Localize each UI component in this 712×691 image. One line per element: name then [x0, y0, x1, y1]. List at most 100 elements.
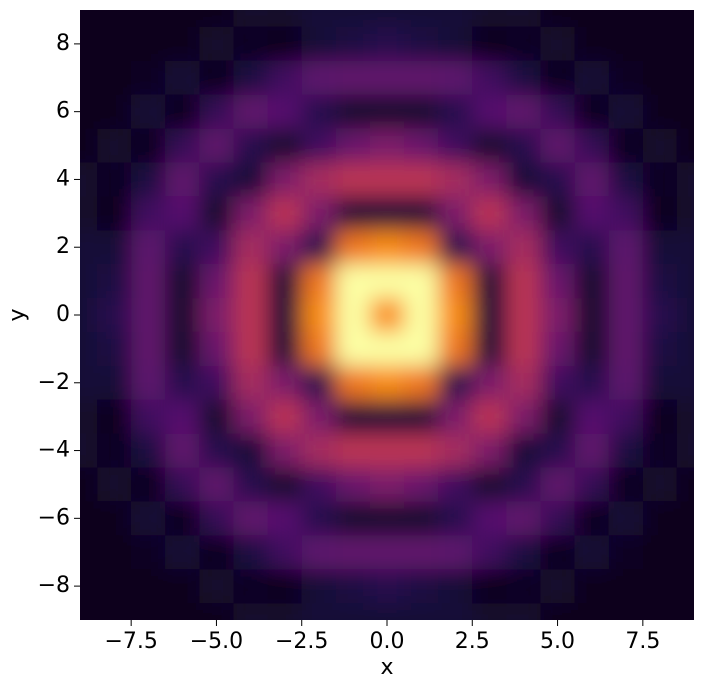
heat-cell: [301, 60, 337, 96]
x-tick-label: 2.5: [455, 629, 490, 654]
heat-cell: [438, 569, 473, 604]
heat-cell: [642, 365, 678, 401]
heat-cell: [97, 501, 132, 536]
heat-cell: [165, 331, 200, 367]
heat-cell: [233, 331, 269, 367]
heat-cell: [165, 94, 200, 130]
heat-cell: [335, 162, 371, 197]
heat-cell: [80, 399, 98, 435]
x-tick-label: −7.5: [104, 629, 157, 654]
heat-cell: [301, 298, 337, 333]
heat-cell: [608, 162, 644, 197]
heat-cell: [608, 230, 644, 265]
x-tick-label: 0.0: [370, 629, 405, 654]
heat-cell: [506, 10, 541, 28]
heat-cell: [131, 94, 166, 130]
heat-cell: [438, 94, 473, 130]
heat-cell: [369, 365, 405, 401]
heat-cell: [301, 535, 337, 570]
heat-cell: [199, 467, 234, 502]
heat-cell: [267, 399, 303, 435]
heat-cell: [335, 569, 371, 604]
heat-cell: [540, 10, 576, 28]
heatmap-clip: [80, 10, 694, 620]
heat-cell: [438, 603, 473, 620]
heat-cell: [233, 26, 269, 62]
heat-cell: [642, 196, 678, 231]
heat-cell: [404, 264, 439, 299]
heat-cell: [131, 433, 166, 468]
heat-cell: [608, 603, 644, 620]
heat-cell: [438, 433, 473, 468]
heat-cell: [199, 162, 234, 197]
heat-cell: [233, 535, 269, 570]
heat-cell: [404, 230, 439, 265]
heat-cell: [267, 569, 303, 604]
heat-cell: [472, 10, 507, 28]
heat-cell: [472, 501, 507, 536]
y-tick-label: 2: [56, 234, 70, 259]
heat-cell: [369, 298, 405, 333]
y-tick-label: 0: [56, 302, 70, 327]
heat-cell: [233, 298, 269, 333]
heat-cell: [676, 399, 694, 435]
heat-cell: [233, 162, 269, 197]
heat-cell: [642, 603, 678, 620]
heat-cell: [267, 331, 303, 367]
heat-cell: [540, 60, 576, 96]
heat-cell: [472, 467, 507, 502]
heat-cell: [80, 264, 98, 299]
heat-cell: [80, 298, 98, 333]
heat-cell: [165, 26, 200, 62]
heat-cell: [301, 162, 337, 197]
heat-cell: [608, 94, 644, 130]
heat-cell: [676, 467, 694, 502]
heat-cell: [80, 196, 98, 231]
heat-cell: [80, 501, 98, 536]
heat-cell: [301, 467, 337, 502]
heat-cell: [80, 94, 98, 130]
y-tick-label: 8: [56, 31, 70, 56]
heat-cell: [199, 399, 234, 435]
heat-cell: [676, 501, 694, 536]
heat-cell: [404, 467, 439, 502]
heat-cell: [267, 365, 303, 401]
heat-cell: [97, 230, 132, 265]
heat-cell: [80, 535, 98, 570]
heat-cell: [165, 264, 200, 299]
heat-cell: [199, 196, 234, 231]
heat-cell: [199, 535, 234, 570]
heat-cell: [540, 569, 576, 604]
x-tick-label: 7.5: [625, 629, 660, 654]
heat-cell: [165, 467, 200, 502]
heat-cell: [438, 365, 473, 401]
heat-cell: [540, 433, 576, 468]
heat-cell: [165, 501, 200, 536]
heat-cell: [574, 569, 610, 604]
heat-cell: [472, 298, 507, 333]
y-tick-label: −6: [38, 505, 70, 530]
heat-cell: [131, 467, 166, 502]
heat-cell: [97, 26, 132, 62]
heat-cell: [438, 467, 473, 502]
heat-cell: [97, 60, 132, 96]
heat-cell: [642, 94, 678, 130]
heat-cell: [233, 603, 269, 620]
heat-cell: [472, 331, 507, 367]
heat-cell: [267, 60, 303, 96]
heat-cell: [97, 467, 132, 502]
heat-cell: [301, 331, 337, 367]
heat-cell: [131, 399, 166, 435]
heat-cell: [574, 603, 610, 620]
heat-cell: [335, 264, 371, 299]
heat-cell: [404, 603, 439, 620]
heat-cell: [131, 603, 166, 620]
heat-cell: [199, 10, 234, 28]
heat-cell: [267, 128, 303, 163]
heat-cell: [404, 331, 439, 367]
heat-cell: [165, 399, 200, 435]
heat-cell: [97, 569, 132, 604]
heat-cell: [506, 128, 541, 163]
heat-cell: [233, 10, 269, 28]
heat-cell: [233, 365, 269, 401]
